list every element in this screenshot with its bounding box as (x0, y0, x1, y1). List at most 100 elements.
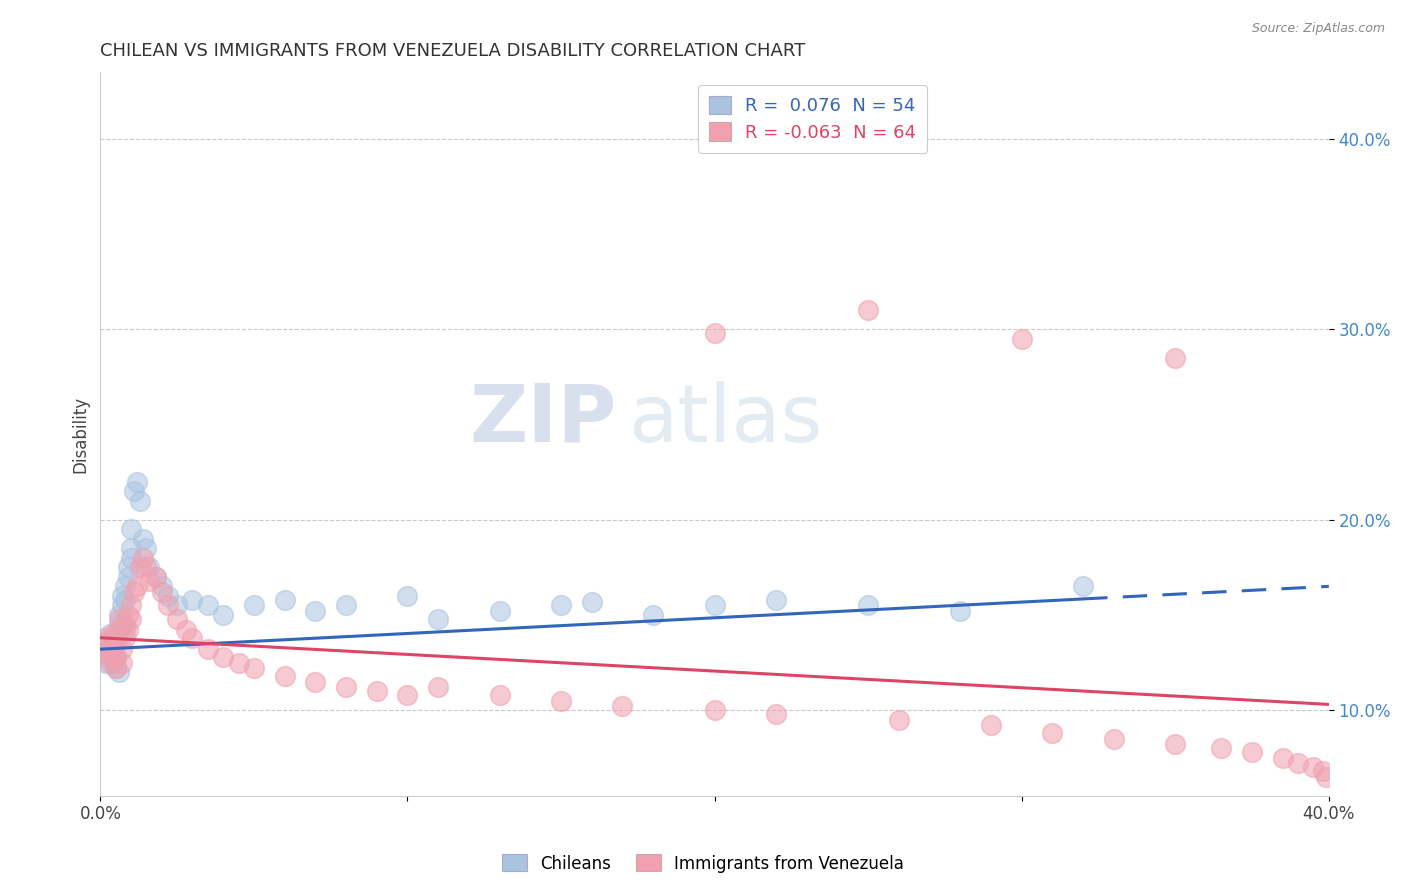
Point (135, 541, 157, 556)
Point (114, 617, 136, 632)
Point (132, 550, 155, 565)
Point (120, 599, 142, 613)
Point (304, 674, 326, 689)
Point (111, 599, 134, 613)
Point (104, 661, 127, 675)
Point (1240, 745, 1263, 759)
Point (96, 636, 118, 650)
Point (156, 589, 179, 603)
Point (104, 649, 127, 664)
Point (107, 612, 129, 626)
Point (107, 623, 129, 637)
Point (396, 688, 419, 702)
Point (107, 617, 129, 632)
Point (150, 579, 173, 593)
Point (612, 699, 634, 714)
Point (104, 649, 127, 664)
Point (427, 680, 450, 694)
Point (93, 646, 115, 660)
Point (765, 592, 787, 607)
Point (335, 680, 357, 694)
Point (228, 656, 250, 670)
Point (104, 661, 127, 675)
Point (107, 665, 129, 679)
Point (129, 560, 152, 574)
Point (101, 646, 124, 660)
Point (120, 522, 142, 536)
Point (366, 684, 388, 698)
Point (243, 661, 266, 675)
Point (96, 646, 118, 660)
Point (887, 713, 910, 727)
Point (114, 592, 136, 607)
Point (122, 484, 145, 499)
Text: atlas: atlas (628, 381, 823, 458)
Legend: R =  0.076  N = 54, R = -0.063  N = 64: R = 0.076 N = 54, R = -0.063 N = 64 (699, 85, 927, 153)
Point (145, 570, 167, 584)
Point (156, 599, 179, 613)
Text: CHILEAN VS IMMIGRANTS FROM VENEZUELA DISABILITY CORRELATION CHART: CHILEAN VS IMMIGRANTS FROM VENEZUELA DIS… (100, 42, 806, 60)
Point (101, 636, 124, 650)
Point (114, 623, 136, 637)
Point (643, 607, 665, 622)
Point (135, 560, 157, 574)
Point (98, 627, 121, 641)
Point (181, 631, 204, 645)
Point (488, 688, 510, 702)
Point (1011, 332, 1033, 346)
Point (98, 649, 121, 664)
Legend: Chileans, Immigrants from Venezuela: Chileans, Immigrants from Venezuela (495, 847, 911, 880)
Point (127, 579, 149, 593)
Point (111, 617, 134, 632)
Point (120, 541, 142, 556)
Point (98, 642, 121, 657)
Point (197, 642, 219, 657)
Point (197, 599, 219, 613)
Point (96, 631, 118, 645)
Point (396, 589, 419, 603)
Point (117, 623, 139, 637)
Point (98, 642, 121, 657)
Point (145, 570, 167, 584)
Point (1040, 726, 1063, 740)
Point (120, 612, 142, 626)
Point (166, 612, 188, 626)
Point (243, 599, 266, 613)
Point (129, 493, 152, 508)
Y-axis label: Disability: Disability (72, 395, 89, 473)
Point (1164, 737, 1187, 751)
Point (101, 631, 124, 645)
Point (150, 585, 173, 599)
Point (132, 532, 155, 546)
Point (856, 599, 879, 613)
Point (104, 636, 127, 650)
Point (181, 592, 204, 607)
Point (765, 706, 787, 721)
Point (101, 656, 124, 670)
Point (703, 599, 725, 613)
Point (111, 642, 134, 657)
Point (212, 649, 235, 664)
Point (273, 669, 295, 683)
Point (166, 599, 188, 613)
Point (1071, 579, 1094, 593)
Point (1164, 351, 1187, 365)
Point (335, 599, 357, 613)
Point (111, 589, 134, 603)
Point (1302, 760, 1324, 774)
Point (1271, 750, 1294, 764)
Point (550, 693, 572, 707)
Point (550, 599, 572, 613)
Point (1312, 764, 1334, 778)
Point (176, 623, 198, 637)
Point (96, 656, 118, 670)
Point (127, 475, 149, 489)
Point (122, 585, 145, 599)
Point (703, 703, 725, 717)
Point (117, 607, 139, 622)
Point (111, 656, 134, 670)
Point (114, 579, 136, 593)
Point (117, 560, 139, 574)
Point (101, 627, 124, 641)
Point (114, 631, 136, 645)
